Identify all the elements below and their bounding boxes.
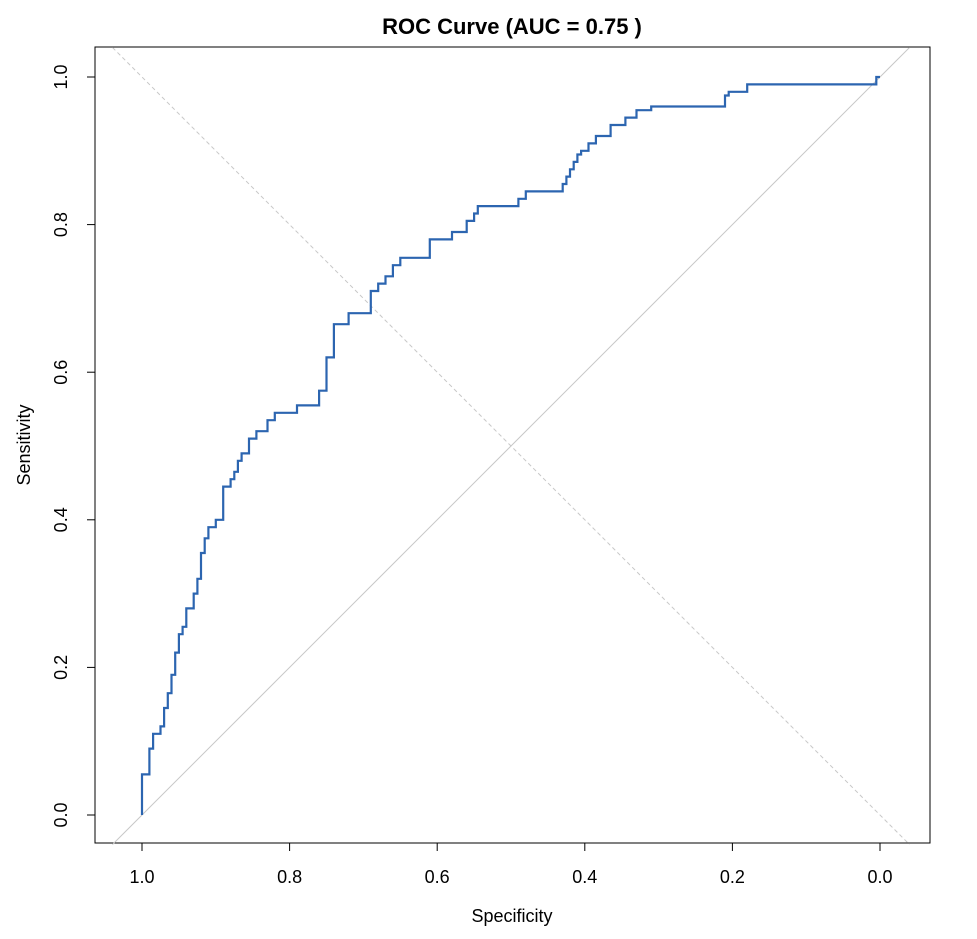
x-tick-label: 0.0 bbox=[867, 867, 892, 887]
guide-lines bbox=[112, 47, 910, 845]
x-tick-label: 0.4 bbox=[572, 867, 597, 887]
y-tick-label: 1.0 bbox=[51, 64, 71, 89]
y-tick-label: 0.0 bbox=[51, 802, 71, 827]
x-tick-label: 1.0 bbox=[129, 867, 154, 887]
roc-curve bbox=[140, 75, 880, 815]
y-tick-label: 0.4 bbox=[51, 507, 71, 532]
dashed-cross-line bbox=[112, 47, 910, 845]
x-tick-label: 0.2 bbox=[720, 867, 745, 887]
x-axis-label: Specificity bbox=[471, 906, 552, 926]
y-tick-label: 0.6 bbox=[51, 360, 71, 385]
chart-title: ROC Curve (AUC = 0.75 ) bbox=[382, 14, 642, 39]
y-axis-label: Sensitivity bbox=[14, 404, 34, 485]
x-tick-label: 0.6 bbox=[425, 867, 450, 887]
y-tick-label: 0.8 bbox=[51, 212, 71, 237]
roc-curve-layer bbox=[140, 75, 880, 815]
x-axis: 1.0 0.8 0.6 0.4 0.2 0.0 bbox=[129, 842, 893, 887]
y-tick-label: 0.2 bbox=[51, 655, 71, 680]
y-axis: 0.0 0.2 0.4 0.6 0.8 1.0 bbox=[51, 64, 96, 828]
x-tick-label: 0.8 bbox=[277, 867, 302, 887]
